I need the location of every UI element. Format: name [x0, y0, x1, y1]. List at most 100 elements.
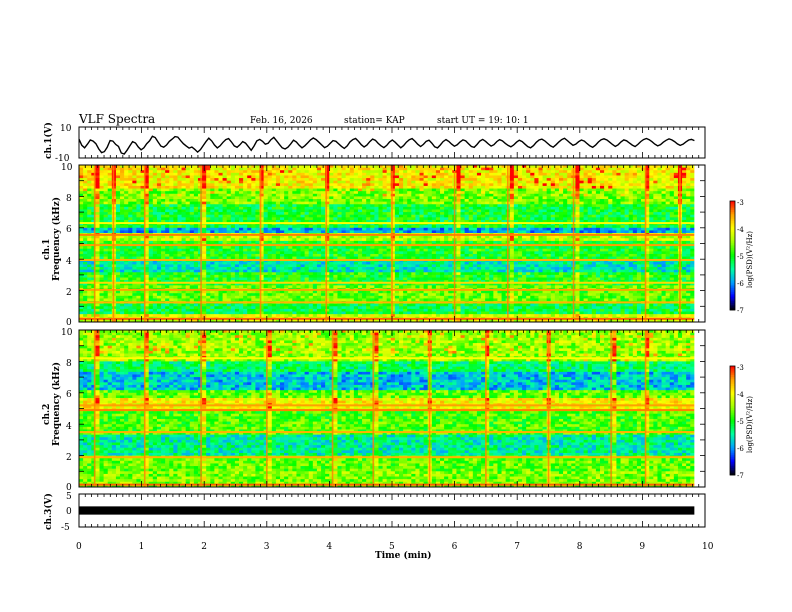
spectrogram-cell	[431, 214, 437, 218]
spectrogram-cell	[87, 183, 92, 187]
spectrogram-cell	[234, 246, 240, 250]
spectrogram-cell	[99, 204, 105, 208]
spectrogram-cell	[567, 191, 572, 195]
spectrogram-cell	[132, 238, 137, 242]
spectrogram-cell	[222, 167, 228, 171]
spectrogram-cell	[226, 230, 232, 234]
spectrogram-cell	[460, 212, 466, 216]
spectrogram-cell	[99, 183, 105, 187]
spectrogram-cell	[148, 191, 154, 195]
spectrogram-cell	[161, 201, 166, 205]
spectrogram-cell	[661, 235, 667, 239]
spectrogram-cell	[583, 180, 589, 184]
spectrogram-cell	[682, 214, 687, 218]
spectrogram-cell	[501, 167, 507, 171]
spectrogram-cell	[284, 175, 289, 179]
spectrogram-cell	[435, 240, 441, 244]
spectrogram-cell	[591, 225, 597, 229]
spectrogram-cell	[300, 196, 306, 200]
spectrogram-cell	[398, 199, 404, 203]
spectrogram-cell	[296, 196, 301, 200]
spectrogram-cell	[649, 217, 654, 221]
spectrogram-cell	[665, 199, 671, 203]
spectrogram-cell	[600, 193, 605, 197]
spectrogram-cell	[489, 204, 494, 208]
spectrogram-cell	[345, 193, 351, 197]
spectrogram-cell	[161, 217, 166, 221]
spectrogram-cell	[206, 217, 211, 221]
spectrogram-cell	[669, 201, 675, 205]
spectrogram-cell	[173, 240, 178, 244]
spectrogram-cell	[427, 188, 433, 192]
spectrogram-cell	[169, 175, 174, 179]
spectrogram-cell	[632, 214, 638, 218]
spectrogram-cell	[115, 185, 121, 189]
spectrogram-cell	[456, 191, 461, 195]
spectrogram-cell	[243, 178, 248, 182]
spectrogram-cell	[427, 199, 433, 203]
spectrogram-cell	[144, 212, 150, 216]
spectrogram-cell	[423, 214, 429, 218]
spectrogram-cell	[120, 180, 125, 184]
spectrogram-cell	[148, 188, 154, 192]
spectrogram-cell	[563, 238, 568, 242]
spectrogram-cell	[267, 199, 273, 203]
spectrogram-cell	[259, 180, 265, 184]
spectrogram-cell	[448, 185, 453, 189]
spectrogram-cell	[493, 238, 498, 242]
spectrogram-cell	[292, 165, 297, 169]
spectrogram-cell	[456, 219, 461, 223]
spectrogram-cell	[95, 191, 100, 195]
spectrogram-cell	[415, 170, 420, 174]
spectrogram-cell	[128, 230, 133, 234]
spectrogram-cell	[460, 175, 466, 179]
spectrogram-cell	[472, 201, 478, 205]
spectrogram-cell	[476, 235, 482, 239]
spectrogram-cell	[271, 227, 277, 231]
spectrogram-cell	[128, 219, 133, 223]
spectrogram-cell	[210, 219, 215, 223]
spectrogram-cell	[169, 219, 174, 223]
spectrogram-cell	[366, 201, 371, 205]
spectrogram-cell	[374, 206, 379, 210]
spectrogram-cell	[419, 193, 424, 197]
spectrogram-cell	[595, 188, 601, 192]
spectrogram-cell	[448, 167, 453, 171]
spectrogram-cell	[284, 191, 289, 195]
spectrogram-cell	[501, 230, 507, 234]
spectrogram-cell	[308, 175, 314, 179]
spectrogram-cell	[136, 246, 141, 250]
spectrogram-cell	[275, 235, 281, 239]
spectrogram-cell	[472, 212, 478, 216]
spectrogram-cell	[120, 175, 125, 179]
spectrogram-cell	[554, 188, 560, 192]
spectrogram-cell	[390, 172, 396, 176]
spectrogram-cell	[357, 172, 363, 176]
spectrogram-cell	[173, 170, 178, 174]
spectrogram-cell	[665, 225, 671, 229]
spectrogram-cell	[156, 230, 162, 234]
spectrogram-cell	[370, 235, 375, 239]
spectrogram-cell	[263, 217, 269, 221]
spectrogram-cell	[374, 199, 379, 203]
spectrogram-cell	[79, 199, 84, 203]
spectrogram-cell	[251, 199, 256, 203]
spectrogram-cell	[554, 230, 560, 234]
spectrogram-cell	[550, 238, 556, 242]
spectrogram-cell	[161, 178, 166, 182]
spectrogram-cell	[321, 219, 326, 223]
spectrogram-cell	[419, 246, 424, 250]
spectrogram-cell	[263, 235, 269, 239]
spectrogram-cell	[230, 201, 236, 205]
spectrogram-cell	[563, 217, 568, 221]
spectrogram-cell	[374, 238, 379, 242]
spectrogram-cell	[591, 246, 597, 250]
spectrogram-cell	[403, 172, 408, 176]
spectrogram-cell	[390, 240, 396, 244]
spectrogram-cell	[407, 170, 412, 174]
spectrogram-cell	[403, 209, 408, 213]
spectrogram-cell	[238, 214, 244, 218]
spectrogram-cell	[193, 230, 199, 234]
spectrogram-cell	[489, 214, 494, 218]
spectrogram-cell	[296, 167, 301, 171]
